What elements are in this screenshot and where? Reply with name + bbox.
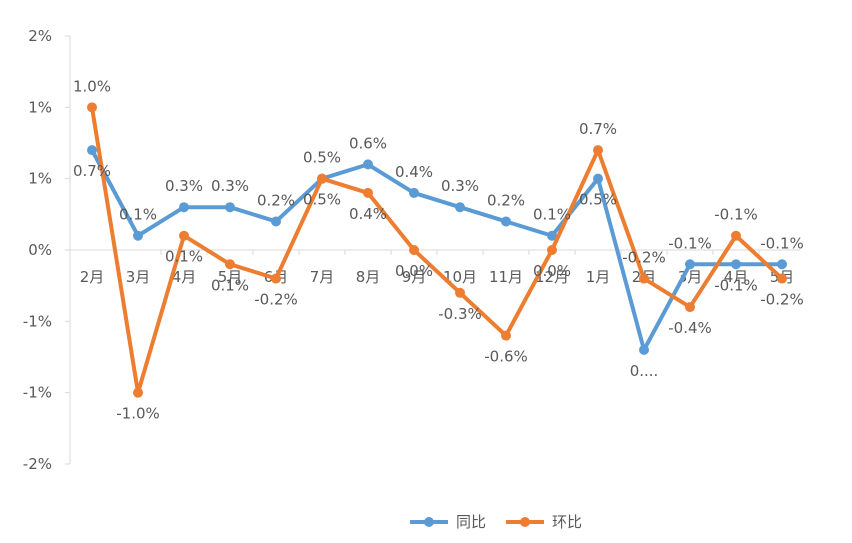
data-label: 0.4% bbox=[395, 163, 433, 181]
data-point bbox=[133, 230, 143, 241]
data-label: -0.2% bbox=[760, 291, 804, 309]
data-label: 0.6% bbox=[349, 134, 387, 152]
data-point bbox=[363, 187, 373, 198]
legend-label: 环比 bbox=[552, 513, 582, 531]
legend-swatch-marker bbox=[520, 517, 530, 527]
data-point bbox=[87, 102, 97, 113]
y-tick-label: 1% bbox=[28, 98, 52, 116]
data-label: -0.3% bbox=[438, 305, 482, 323]
y-tick-label: 0% bbox=[28, 241, 52, 259]
x-tick-label: 10月 bbox=[443, 268, 477, 286]
series-layer bbox=[87, 102, 787, 398]
data-label: -1.0% bbox=[116, 405, 160, 423]
x-tick-label: 4月 bbox=[724, 268, 749, 286]
y-tick-label: -1% bbox=[23, 384, 52, 402]
data-label: 0.4% bbox=[349, 205, 387, 223]
data-label: 0.5% bbox=[303, 191, 341, 209]
legend: 同比 环比 bbox=[410, 513, 582, 531]
data-point bbox=[501, 216, 511, 227]
data-point bbox=[87, 145, 97, 156]
data-point bbox=[363, 159, 373, 170]
data-label: 0.3% bbox=[441, 177, 479, 195]
legend-swatch-marker bbox=[424, 517, 434, 527]
data-point bbox=[271, 273, 281, 284]
x-tick-label: 3月 bbox=[126, 268, 151, 286]
data-label: 0.3% bbox=[211, 177, 249, 195]
x-tick-label: 8月 bbox=[356, 268, 381, 286]
data-label: 0.1% bbox=[119, 206, 157, 224]
y-tick-label: 2% bbox=[28, 27, 52, 45]
data-point bbox=[731, 259, 741, 270]
data-point bbox=[547, 230, 557, 241]
data-label: -0.2% bbox=[622, 249, 666, 267]
data-point bbox=[271, 216, 281, 227]
data-point bbox=[409, 187, 419, 198]
data-point bbox=[593, 173, 603, 184]
x-tick-label: 9月 bbox=[402, 268, 427, 286]
data-point bbox=[777, 273, 787, 284]
data-point bbox=[225, 259, 235, 270]
y-tick-label: -1% bbox=[23, 312, 52, 330]
data-label: -0.1% bbox=[668, 234, 712, 252]
data-label: 0.1% bbox=[211, 276, 249, 294]
data-point bbox=[731, 230, 741, 241]
y-tick-label: -2% bbox=[23, 455, 52, 473]
data-label: -0.1% bbox=[714, 206, 758, 224]
data-label-layer: 0.7% 1.0% 0.1% -1.0% 0.3% 0.1% 0.3% 0.1% 0.2% -0.… bbox=[73, 77, 804, 422]
x-tick-label: 1月 bbox=[586, 268, 611, 286]
data-point bbox=[639, 273, 649, 284]
x-tick-label: 11月 bbox=[489, 268, 523, 286]
data-label: -0.6% bbox=[484, 348, 528, 366]
data-point bbox=[685, 259, 695, 270]
data-point bbox=[455, 202, 465, 213]
data-label: 0.2% bbox=[487, 191, 525, 209]
y-tick-label: 1% bbox=[28, 170, 52, 188]
x-tick-label: 2月 bbox=[80, 268, 105, 286]
data-label: 0.5% bbox=[303, 149, 341, 167]
data-point bbox=[777, 259, 787, 270]
data-point bbox=[455, 287, 465, 298]
data-label: 0.2% bbox=[257, 191, 295, 209]
data-point bbox=[547, 245, 557, 255]
series-line-1 bbox=[90, 105, 784, 395]
data-point bbox=[685, 302, 695, 313]
data-point bbox=[409, 245, 419, 255]
data-label: -0.2% bbox=[254, 291, 298, 309]
data-point bbox=[593, 145, 603, 156]
data-label: -0.4% bbox=[668, 319, 712, 337]
data-point bbox=[133, 387, 143, 398]
data-label: 0.... bbox=[630, 362, 659, 380]
data-label: 0.1% bbox=[533, 206, 571, 224]
data-label: -0.1% bbox=[760, 234, 804, 252]
series-line-0 bbox=[90, 148, 784, 352]
x-tick-label: 7月 bbox=[310, 268, 335, 286]
data-label: 1.0% bbox=[73, 77, 111, 95]
data-point bbox=[501, 330, 511, 341]
data-point bbox=[179, 202, 189, 213]
legend-label: 同比 bbox=[456, 513, 486, 531]
data-label: 0.1% bbox=[165, 248, 203, 266]
data-label: 0.7% bbox=[579, 120, 617, 138]
axes: 2%1%1%0%-1%-1%-2%2月3月4月5月6月7月8月9月10月11月1… bbox=[23, 27, 800, 473]
data-point bbox=[317, 173, 327, 184]
data-label: 0.3% bbox=[165, 177, 203, 195]
data-label: 0.0% bbox=[395, 262, 433, 280]
data-point bbox=[225, 202, 235, 213]
x-tick-label: 5月 bbox=[218, 268, 243, 286]
data-label: 0.7% bbox=[73, 162, 111, 180]
x-tick-label: 4月 bbox=[172, 268, 197, 286]
data-label: 0.0% bbox=[533, 262, 571, 280]
data-point bbox=[179, 230, 189, 241]
data-label: 0.5% bbox=[579, 191, 617, 209]
x-tick-label: 12月 bbox=[535, 268, 569, 286]
data-label: -0.1% bbox=[714, 276, 758, 294]
data-point bbox=[639, 344, 649, 355]
